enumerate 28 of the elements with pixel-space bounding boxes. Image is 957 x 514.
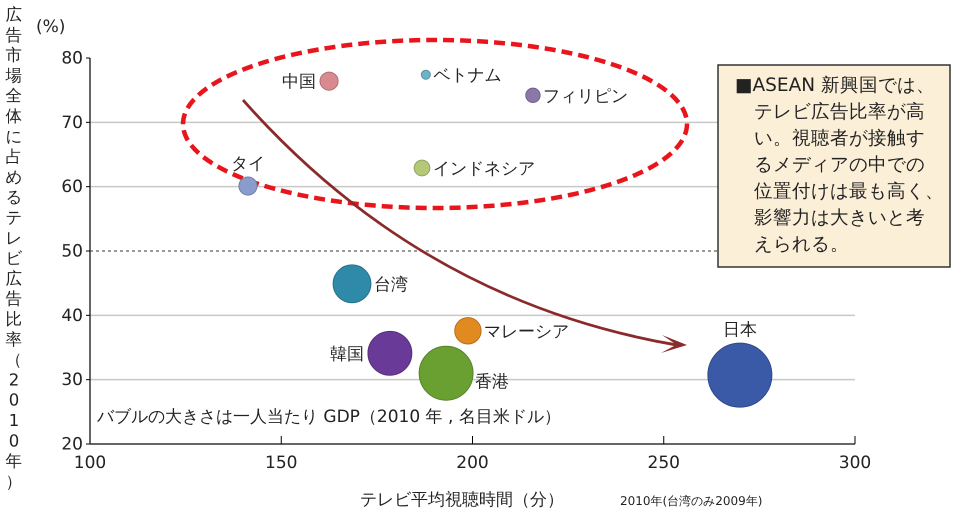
series-label: 台湾	[374, 274, 408, 295]
text: 2010年(台湾のみ2009年)	[620, 494, 762, 508]
text: 広告市場全体に占めるテレビ広告比率（2010年）	[6, 5, 22, 491]
y-tick-label: 80	[61, 48, 83, 68]
y-tick-label: 20	[61, 434, 83, 454]
series-label: タイ	[230, 154, 265, 174]
annotation: バブルの大きさは一人当たり GDP（2010 年 , 名目米ドル）	[96, 407, 561, 427]
series-label: フィリピン	[543, 86, 628, 106]
x-tick-label: 200	[456, 453, 489, 474]
series-label: インドネシア	[432, 159, 535, 180]
series-label: 中国	[282, 72, 316, 92]
y-tick-label: 30	[61, 370, 83, 390]
x-tick-label: 100	[74, 453, 106, 474]
text: (%)	[36, 17, 66, 37]
series-label: 韓国	[330, 344, 364, 364]
y-tick-label: 70	[61, 112, 83, 133]
x-axis-title: テレビ平均視聴時間（分）	[360, 490, 564, 510]
series-label: ベトナム	[433, 66, 502, 86]
x-tick-label: 250	[648, 453, 680, 474]
annotation: ■ASEAN 新興国では、テレビ広告比率が高い。視聴者が接触するメディアの中での位置付けは最も高く、影響力は大きいと考えられる。	[735, 74, 944, 255]
series-label: 日本	[722, 320, 757, 340]
y-tick-label: 60	[61, 177, 83, 198]
series-label: マレーシア	[484, 322, 570, 342]
x-tick-label: 150	[265, 453, 298, 474]
y-tick-label: 40	[61, 306, 83, 326]
x-tick-label: 300	[838, 453, 872, 474]
y-tick-label: 50	[61, 241, 83, 262]
series-label: 香港	[475, 372, 510, 392]
